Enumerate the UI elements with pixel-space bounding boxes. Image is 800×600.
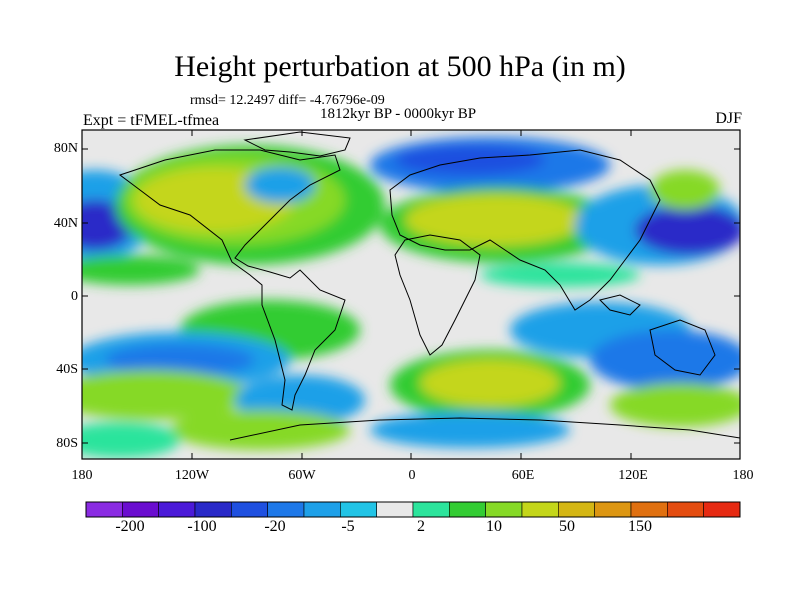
anomaly-region [370, 412, 570, 448]
colorbar-swatch [158, 501, 196, 518]
coastline-greenland [243, 131, 351, 157]
colorbar-swatch [122, 501, 159, 518]
anomaly-region [170, 410, 350, 450]
season-label: DJF [715, 110, 742, 127]
lon-label: 180 [732, 468, 754, 483]
anomaly-region [105, 344, 255, 376]
lon-label: 60E [511, 468, 535, 483]
anomaly-region [480, 263, 640, 287]
colorbar-swatch [630, 501, 668, 518]
chart-title: Height perturbation at 500 hPa (in m) [174, 50, 626, 83]
lon-label: 180 [71, 468, 93, 483]
anomaly-region [650, 170, 720, 210]
lon-label: 0 [408, 468, 416, 483]
coastlines [118, 131, 740, 441]
colorbar-swatch [667, 501, 704, 518]
colorbar-swatch [267, 501, 305, 518]
colorbar-label: 50 [559, 518, 575, 535]
coastline-americas [118, 149, 346, 411]
coastline-africa [394, 234, 481, 356]
colorbar-swatch [194, 501, 232, 518]
lat-label: 80N [53, 141, 78, 156]
colorbar-label: -200 [115, 518, 145, 535]
period-label: 1812kyr BP - 0000kyr BP [320, 106, 477, 122]
anomaly-region [635, 205, 740, 255]
colorbar-swatch [85, 501, 123, 518]
colorbar-swatch [303, 501, 341, 518]
colorbar-swatch [340, 501, 377, 518]
colorbar-swatch [485, 501, 523, 518]
colorbar-label: 150 [628, 518, 652, 535]
colorbar-label: 2 [417, 518, 425, 535]
colorbar-swatch [231, 501, 268, 518]
coastline-australia [649, 319, 716, 376]
anomaly-region [405, 194, 585, 246]
coastline-antarctica [229, 417, 740, 441]
colorbar-label: -20 [264, 518, 286, 535]
colorbar-swatch [703, 501, 741, 518]
contour-field [82, 130, 740, 459]
colorbar-swatch [412, 501, 450, 518]
anomaly-region [82, 422, 180, 458]
stats-line: rmsd= 12.2497 diff= -4.76796e-09 [190, 93, 385, 108]
lat-label: 40N [53, 216, 78, 231]
colorbar-label: 10 [486, 518, 502, 535]
anomaly-region [245, 167, 315, 203]
colorbar-label: -5 [341, 518, 355, 535]
colorbar-label: -100 [187, 518, 217, 535]
colorbar-swatch [449, 501, 486, 518]
anomaly-region [82, 255, 200, 285]
colorbar [85, 501, 741, 518]
lat-label: 80S [56, 436, 78, 451]
colorbar-swatch [521, 501, 559, 518]
coastline-eurasia [389, 149, 661, 311]
colorbar-frame [85, 501, 741, 518]
colorbar-swatch [558, 501, 595, 518]
anomaly-region [610, 383, 740, 427]
experiment-label: Expt = tFMEL-tfmea [83, 112, 220, 129]
coastline-maritime-continent [599, 294, 641, 316]
lat-label: 40S [56, 362, 78, 377]
colorbar-swatch [376, 501, 414, 518]
lon-label: 60W [288, 468, 316, 483]
lat-label: 0 [71, 289, 78, 304]
anomaly-region [82, 370, 250, 420]
axis-ticks [82, 130, 740, 459]
colorbar-swatch [594, 501, 632, 518]
anomaly-region [420, 359, 560, 407]
lon-label: 120W [174, 468, 210, 483]
lon-label: 120E [618, 468, 648, 483]
anomaly-region [590, 330, 740, 390]
